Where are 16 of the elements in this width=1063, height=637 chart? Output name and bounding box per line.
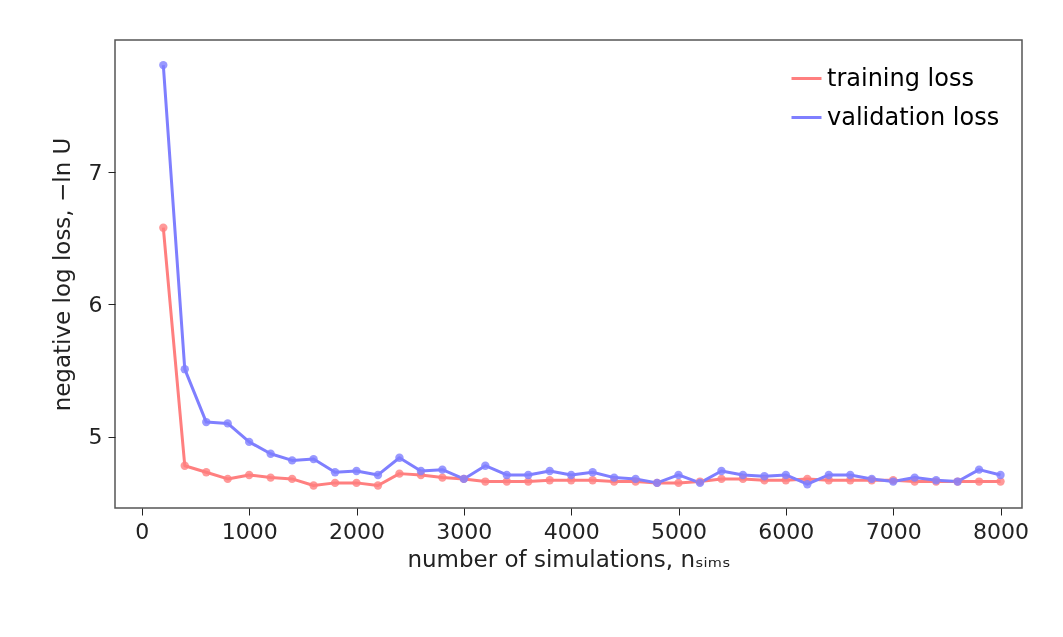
x-tick-label: 6000	[758, 518, 815, 544]
y-tick-label: 6	[88, 291, 103, 317]
legend-label: validation loss	[827, 102, 1000, 131]
x-axis-title: number of simulations, nₛᵢₘₛ	[407, 545, 731, 572]
y-tick-label: 7	[88, 159, 103, 185]
x-tick-label: 5000	[651, 518, 708, 544]
x-tick-label: 4000	[543, 518, 600, 544]
x-tick-label: 0	[135, 518, 150, 544]
x-tick-label: 1000	[221, 518, 278, 544]
legend-label: training loss	[827, 63, 974, 92]
x-tick-label: 3000	[436, 518, 493, 544]
x-tick-label: 8000	[973, 518, 1030, 544]
x-tick-label: 2000	[329, 518, 386, 544]
y-axis-title: negative log loss, −ln U	[48, 137, 75, 412]
x-tick-label: 7000	[865, 518, 922, 544]
y-tick-label: 5	[88, 424, 103, 450]
